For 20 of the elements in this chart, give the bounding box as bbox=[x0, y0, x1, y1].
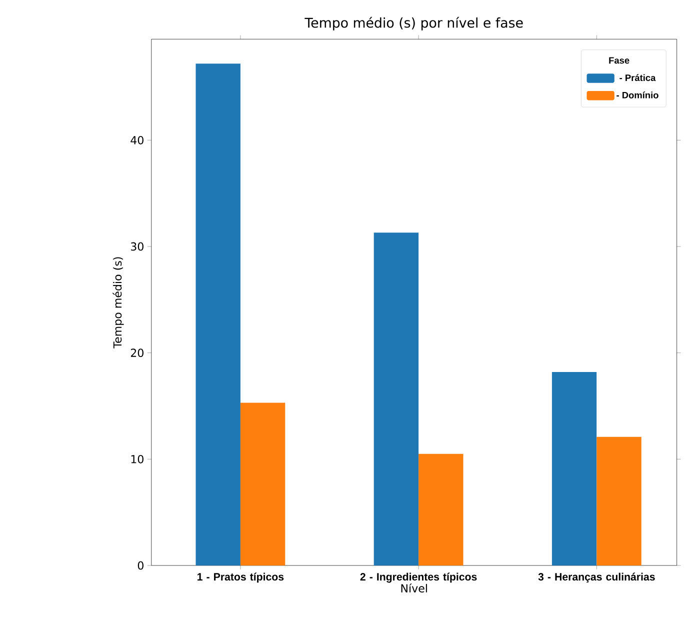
bar bbox=[596, 436, 642, 566]
y-tick-label: 20 bbox=[130, 348, 144, 357]
y-tick-label: 10 bbox=[131, 454, 144, 464]
legend-label: - Domínio bbox=[616, 91, 658, 98]
bar bbox=[240, 402, 286, 566]
x-tick-label: 1 - Pratos típicos bbox=[198, 572, 284, 582]
y-axis-title: Tempo médio (s) bbox=[112, 257, 124, 348]
y-tick-label: 30 bbox=[130, 242, 144, 250]
legend-title: Fase bbox=[609, 57, 630, 64]
y-tick-label: 40 bbox=[130, 136, 144, 144]
x-tick-label: 3 - Heranças culinárias bbox=[538, 572, 655, 582]
x-axis-title: Nível bbox=[401, 583, 427, 592]
x-tick-label: 2 - Ingredientes típicos bbox=[360, 572, 477, 582]
bar bbox=[418, 454, 464, 566]
bar bbox=[374, 232, 419, 566]
bar bbox=[552, 372, 597, 566]
y-tick-label: 0 bbox=[138, 561, 144, 570]
legend-label: - Prática bbox=[620, 74, 656, 81]
bar bbox=[196, 63, 240, 566]
chart-title: Tempo médio (s) por nível e fase bbox=[304, 16, 523, 30]
